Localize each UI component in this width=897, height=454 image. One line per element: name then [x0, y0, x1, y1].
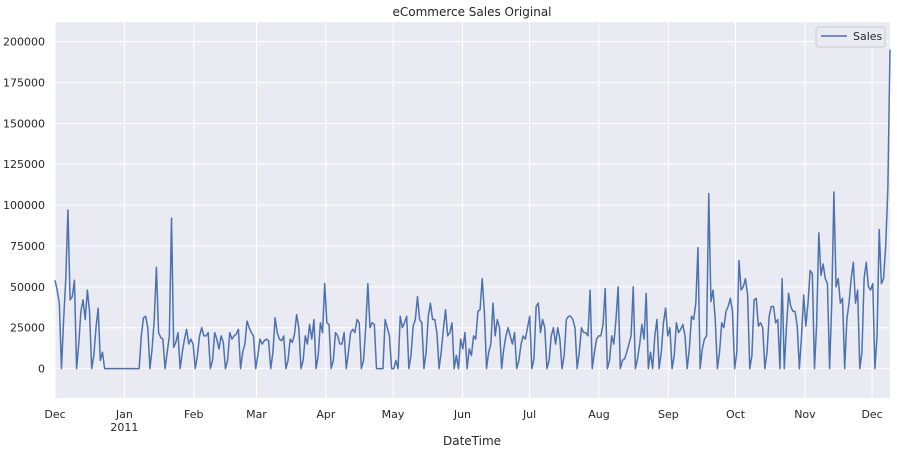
y-tick-label: 125000: [3, 158, 45, 171]
y-tick-label: 75000: [10, 240, 45, 253]
x-tick-label: Nov: [794, 408, 816, 421]
x-gridlines: [54, 22, 873, 398]
y-tick-label: 0: [38, 363, 45, 376]
y-tick-label: 100000: [3, 199, 45, 212]
y-tick-label: 50000: [10, 281, 45, 294]
x-tick-label: Feb: [184, 408, 203, 421]
series-line-sales: [54, 49, 891, 370]
x-tick-label: Apr: [316, 408, 336, 421]
x-tick-label: Oct: [726, 408, 746, 421]
y-tick-label: 200000: [3, 36, 45, 49]
legend: Sales: [815, 26, 886, 48]
legend-label-sales: Sales: [853, 30, 883, 43]
chart-title: eCommerce Sales Original: [392, 5, 551, 19]
x-tick-label: Mar: [246, 408, 267, 421]
y-tick-labels: 0 25000 50000 75000 100000 125000 150000 175000…: [3, 36, 45, 376]
x-tick-label: Jun: [453, 408, 471, 421]
x-tick-label: Aug: [588, 408, 609, 421]
x-tick-label: May: [382, 408, 405, 421]
x-tick-label: Dec: [44, 408, 65, 421]
y-tick-label: 150000: [3, 117, 45, 130]
x-tick-sublabel: 2011: [110, 421, 138, 434]
x-tick-label: Jan: [115, 408, 133, 421]
x-axis-label: DateTime: [443, 434, 501, 448]
x-tick-label: Dec: [861, 408, 882, 421]
legend-box: [815, 26, 886, 48]
y-tick-label: 175000: [3, 76, 45, 89]
x-tick-label: Jul: [522, 408, 536, 421]
y-tick-label: 25000: [10, 322, 45, 335]
x-tick-label: Sep: [658, 408, 679, 421]
